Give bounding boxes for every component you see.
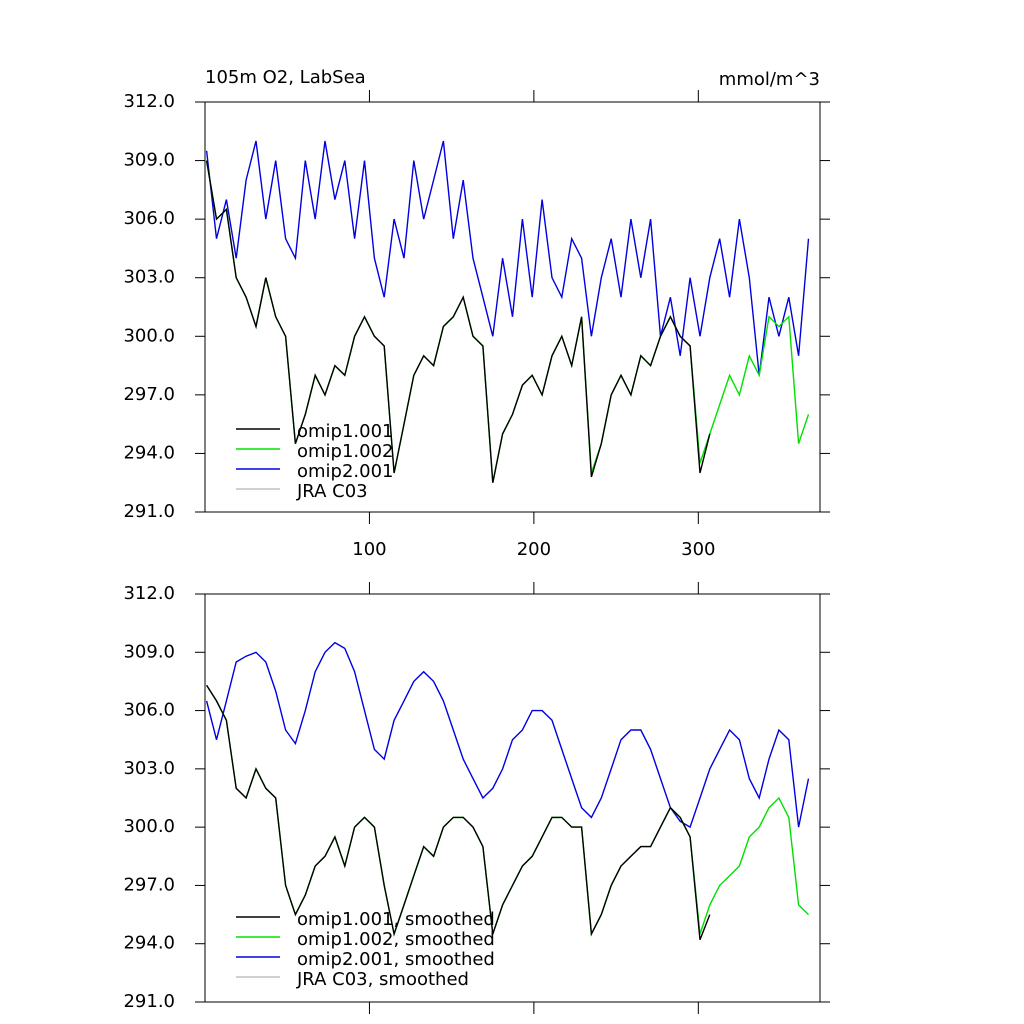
chart-title: 105m O2, LabSea <box>205 67 366 88</box>
y-tick-label: 294.0 <box>123 442 175 463</box>
y-tick-label: 309.0 <box>123 641 175 662</box>
legend-label: omip1.001, smoothed <box>297 909 495 930</box>
y-tick-label: 300.0 <box>123 816 175 837</box>
plot-frame <box>204 593 821 1003</box>
y-tick-label: 309.0 <box>123 150 175 171</box>
legend-label: omip2.001 <box>297 461 394 482</box>
y-tick-label: 303.0 <box>123 267 175 288</box>
legend-label: omip1.001 <box>297 421 394 442</box>
legend-label: omip1.002 <box>297 441 394 462</box>
y-tick-label: 300.0 <box>123 325 175 346</box>
x-tick-label: 100 <box>352 539 386 560</box>
x-tick-label: 300 <box>681 539 715 560</box>
legend-label: JRA C03 <box>296 481 368 502</box>
series-line <box>205 160 711 483</box>
y-tick-label: 312.0 <box>123 583 175 604</box>
y-tick-label: 297.0 <box>123 874 175 895</box>
y-tick-label: 312.0 <box>123 91 175 112</box>
plot-frame <box>204 101 821 513</box>
y-tick-label: 294.0 <box>123 933 175 954</box>
y-tick-label: 303.0 <box>123 758 175 779</box>
legend-label: omip2.001, smoothed <box>297 949 495 970</box>
legend-label: JRA C03, smoothed <box>296 969 469 990</box>
y-tick-label: 297.0 <box>123 384 175 405</box>
unit-label: mmol/m^3 <box>719 69 820 90</box>
y-tick-label: 291.0 <box>123 991 175 1012</box>
x-tick-label: 200 <box>517 539 551 560</box>
series-line <box>205 140 810 376</box>
series-line <box>205 641 810 829</box>
legend-label: omip1.002, smoothed <box>297 929 495 950</box>
series-line <box>206 684 711 941</box>
y-tick-label: 306.0 <box>123 700 175 721</box>
y-tick-label: 291.0 <box>123 501 175 522</box>
y-tick-label: 306.0 <box>123 208 175 229</box>
